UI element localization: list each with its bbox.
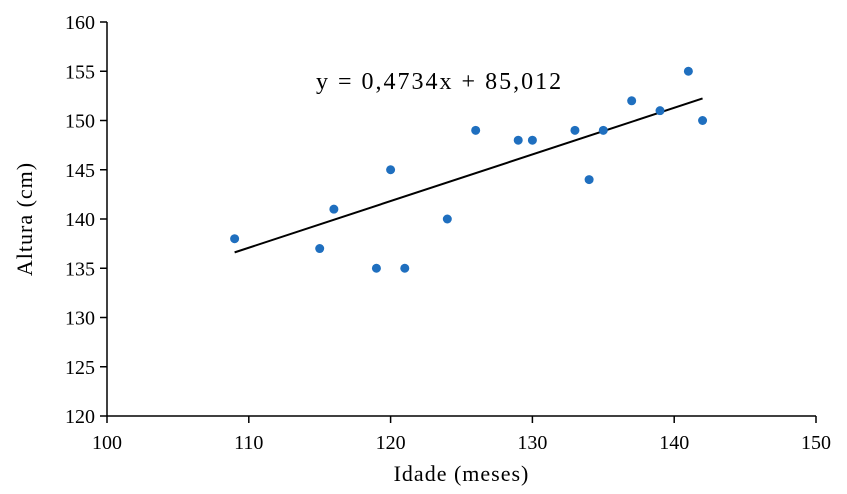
y-tick-label: 135	[65, 258, 95, 280]
x-tick-label: 100	[92, 432, 122, 454]
data-point	[683, 66, 693, 76]
y-tick-label: 145	[65, 160, 95, 182]
y-tick-label: 150	[65, 111, 95, 133]
y-tick-label: 130	[65, 308, 95, 330]
data-point	[386, 165, 396, 175]
data-point	[315, 244, 325, 254]
data-points	[230, 66, 708, 273]
x-tick-label: 130	[517, 432, 547, 454]
y-tick-label: 160	[65, 12, 95, 34]
x-tick-label: 150	[801, 432, 831, 454]
data-point	[471, 125, 481, 135]
data-point	[584, 175, 594, 185]
x-tick-label: 120	[376, 432, 406, 454]
data-point	[513, 135, 523, 145]
x-axis-ticks: 100 110 120 130 140 150	[92, 416, 831, 454]
y-tick-label: 155	[65, 61, 95, 83]
data-point	[570, 125, 580, 135]
data-point	[598, 125, 608, 135]
data-point	[655, 106, 665, 116]
x-tick-label: 110	[234, 432, 263, 454]
y-tick-label: 140	[65, 209, 95, 231]
trendline-equation: y = 0,4734x + 85,012	[316, 69, 563, 95]
y-tick-label: 120	[65, 406, 95, 428]
data-point	[527, 135, 537, 145]
data-point	[400, 263, 410, 273]
data-point	[627, 96, 637, 106]
data-point	[371, 263, 381, 273]
y-tick-label: 125	[65, 357, 95, 379]
x-tick-label: 140	[659, 432, 689, 454]
x-axis-title: Idade (meses)	[394, 461, 530, 486]
trendline	[234, 97, 703, 254]
data-point	[230, 234, 240, 244]
y-axis-title: Altura (cm)	[12, 162, 37, 276]
data-point	[698, 116, 708, 125]
data-point	[442, 214, 452, 224]
data-point	[329, 204, 339, 214]
y-axis-ticks: 120 125 130 135 140 145 150 155 160	[65, 12, 107, 428]
